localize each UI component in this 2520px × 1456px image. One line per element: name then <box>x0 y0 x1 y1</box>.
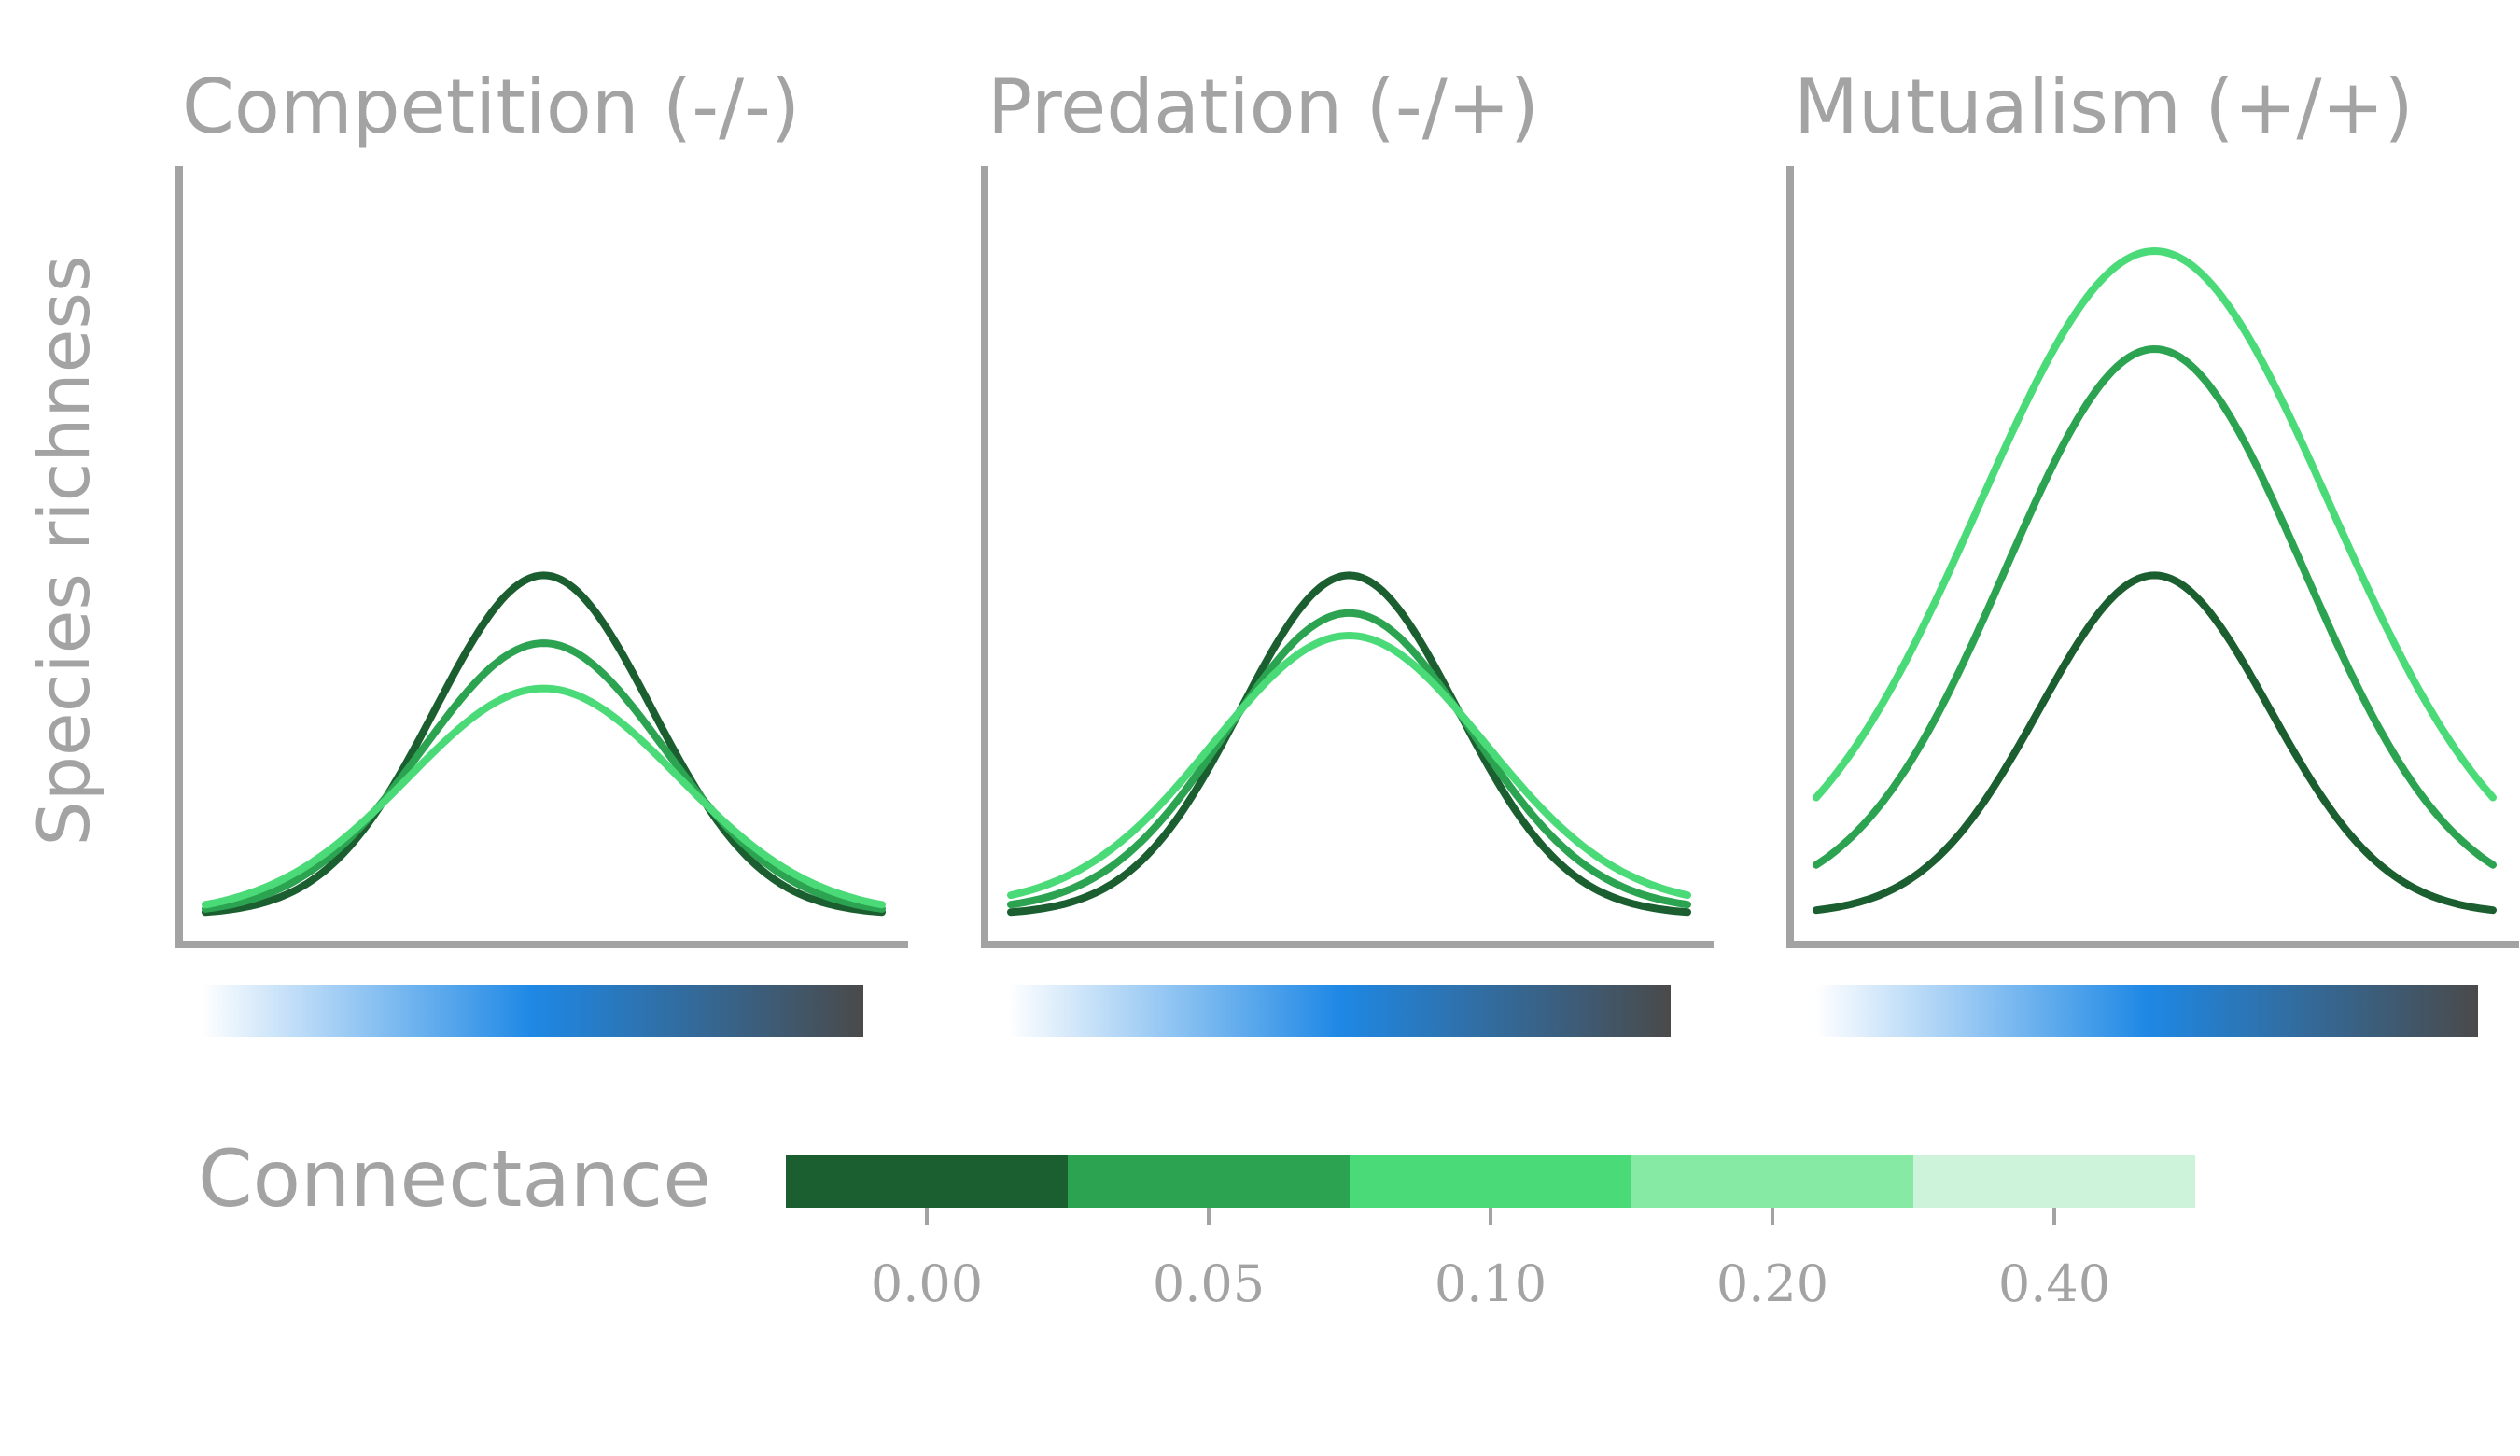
series-line-0.00 <box>202 571 886 917</box>
legend-title: Connectance <box>198 1133 711 1225</box>
legend-swatch-0.40 <box>1913 1155 2195 1208</box>
legend-swatch-0.10 <box>1350 1155 1631 1208</box>
series-line-0.05 <box>1813 345 2497 869</box>
y-axis-label: Species richness <box>22 255 105 846</box>
legend-swatch-0.20 <box>1631 1155 1913 1208</box>
panel-title: Competition (-/-) <box>182 63 800 150</box>
environment-gradient-bar <box>201 985 863 1037</box>
panel-1: Competition (-/-) <box>175 63 908 1037</box>
panel-title: Predation (-/+) <box>987 63 1539 150</box>
panel-title: Mutualism (+/+) <box>1794 63 2414 150</box>
series-line-0.10 <box>1813 247 2497 802</box>
panel-2: Predation (-/+) <box>981 63 1714 1037</box>
legend-swatch-0.05 <box>1068 1155 1350 1208</box>
panel-3: Mutualism (+/+) <box>1786 63 2519 1037</box>
environment-gradient-bar <box>1008 985 1671 1037</box>
series-line-0.10 <box>202 684 886 909</box>
legend-tick-label: 0.10 <box>1435 1254 1547 1313</box>
legend-tick-label: 0.05 <box>1153 1254 1265 1313</box>
legend-tick-label: 0.20 <box>1716 1254 1828 1313</box>
series-line-0.00 <box>1007 571 1691 917</box>
legend-swatch-0.00 <box>786 1155 1068 1208</box>
connectance-legend: 0.00 0.05 0.10 0.20 0.40 <box>786 1155 2195 1313</box>
axis-lines <box>1786 166 2519 948</box>
panels: Competition (-/-) Predation (-/+) Mutualis… <box>175 63 2519 1037</box>
axis-lines <box>175 166 908 948</box>
axis-lines <box>981 166 1714 948</box>
legend-tick-label: 0.40 <box>1998 1254 2110 1313</box>
series-line-0.05 <box>1007 609 1691 909</box>
series-line-0.05 <box>202 639 886 913</box>
environment-gradient-bar <box>1815 985 2478 1037</box>
series-line-0.00 <box>1813 571 2497 915</box>
legend-tick-label: 0.00 <box>871 1254 983 1313</box>
series-line-0.10 <box>1007 632 1691 900</box>
